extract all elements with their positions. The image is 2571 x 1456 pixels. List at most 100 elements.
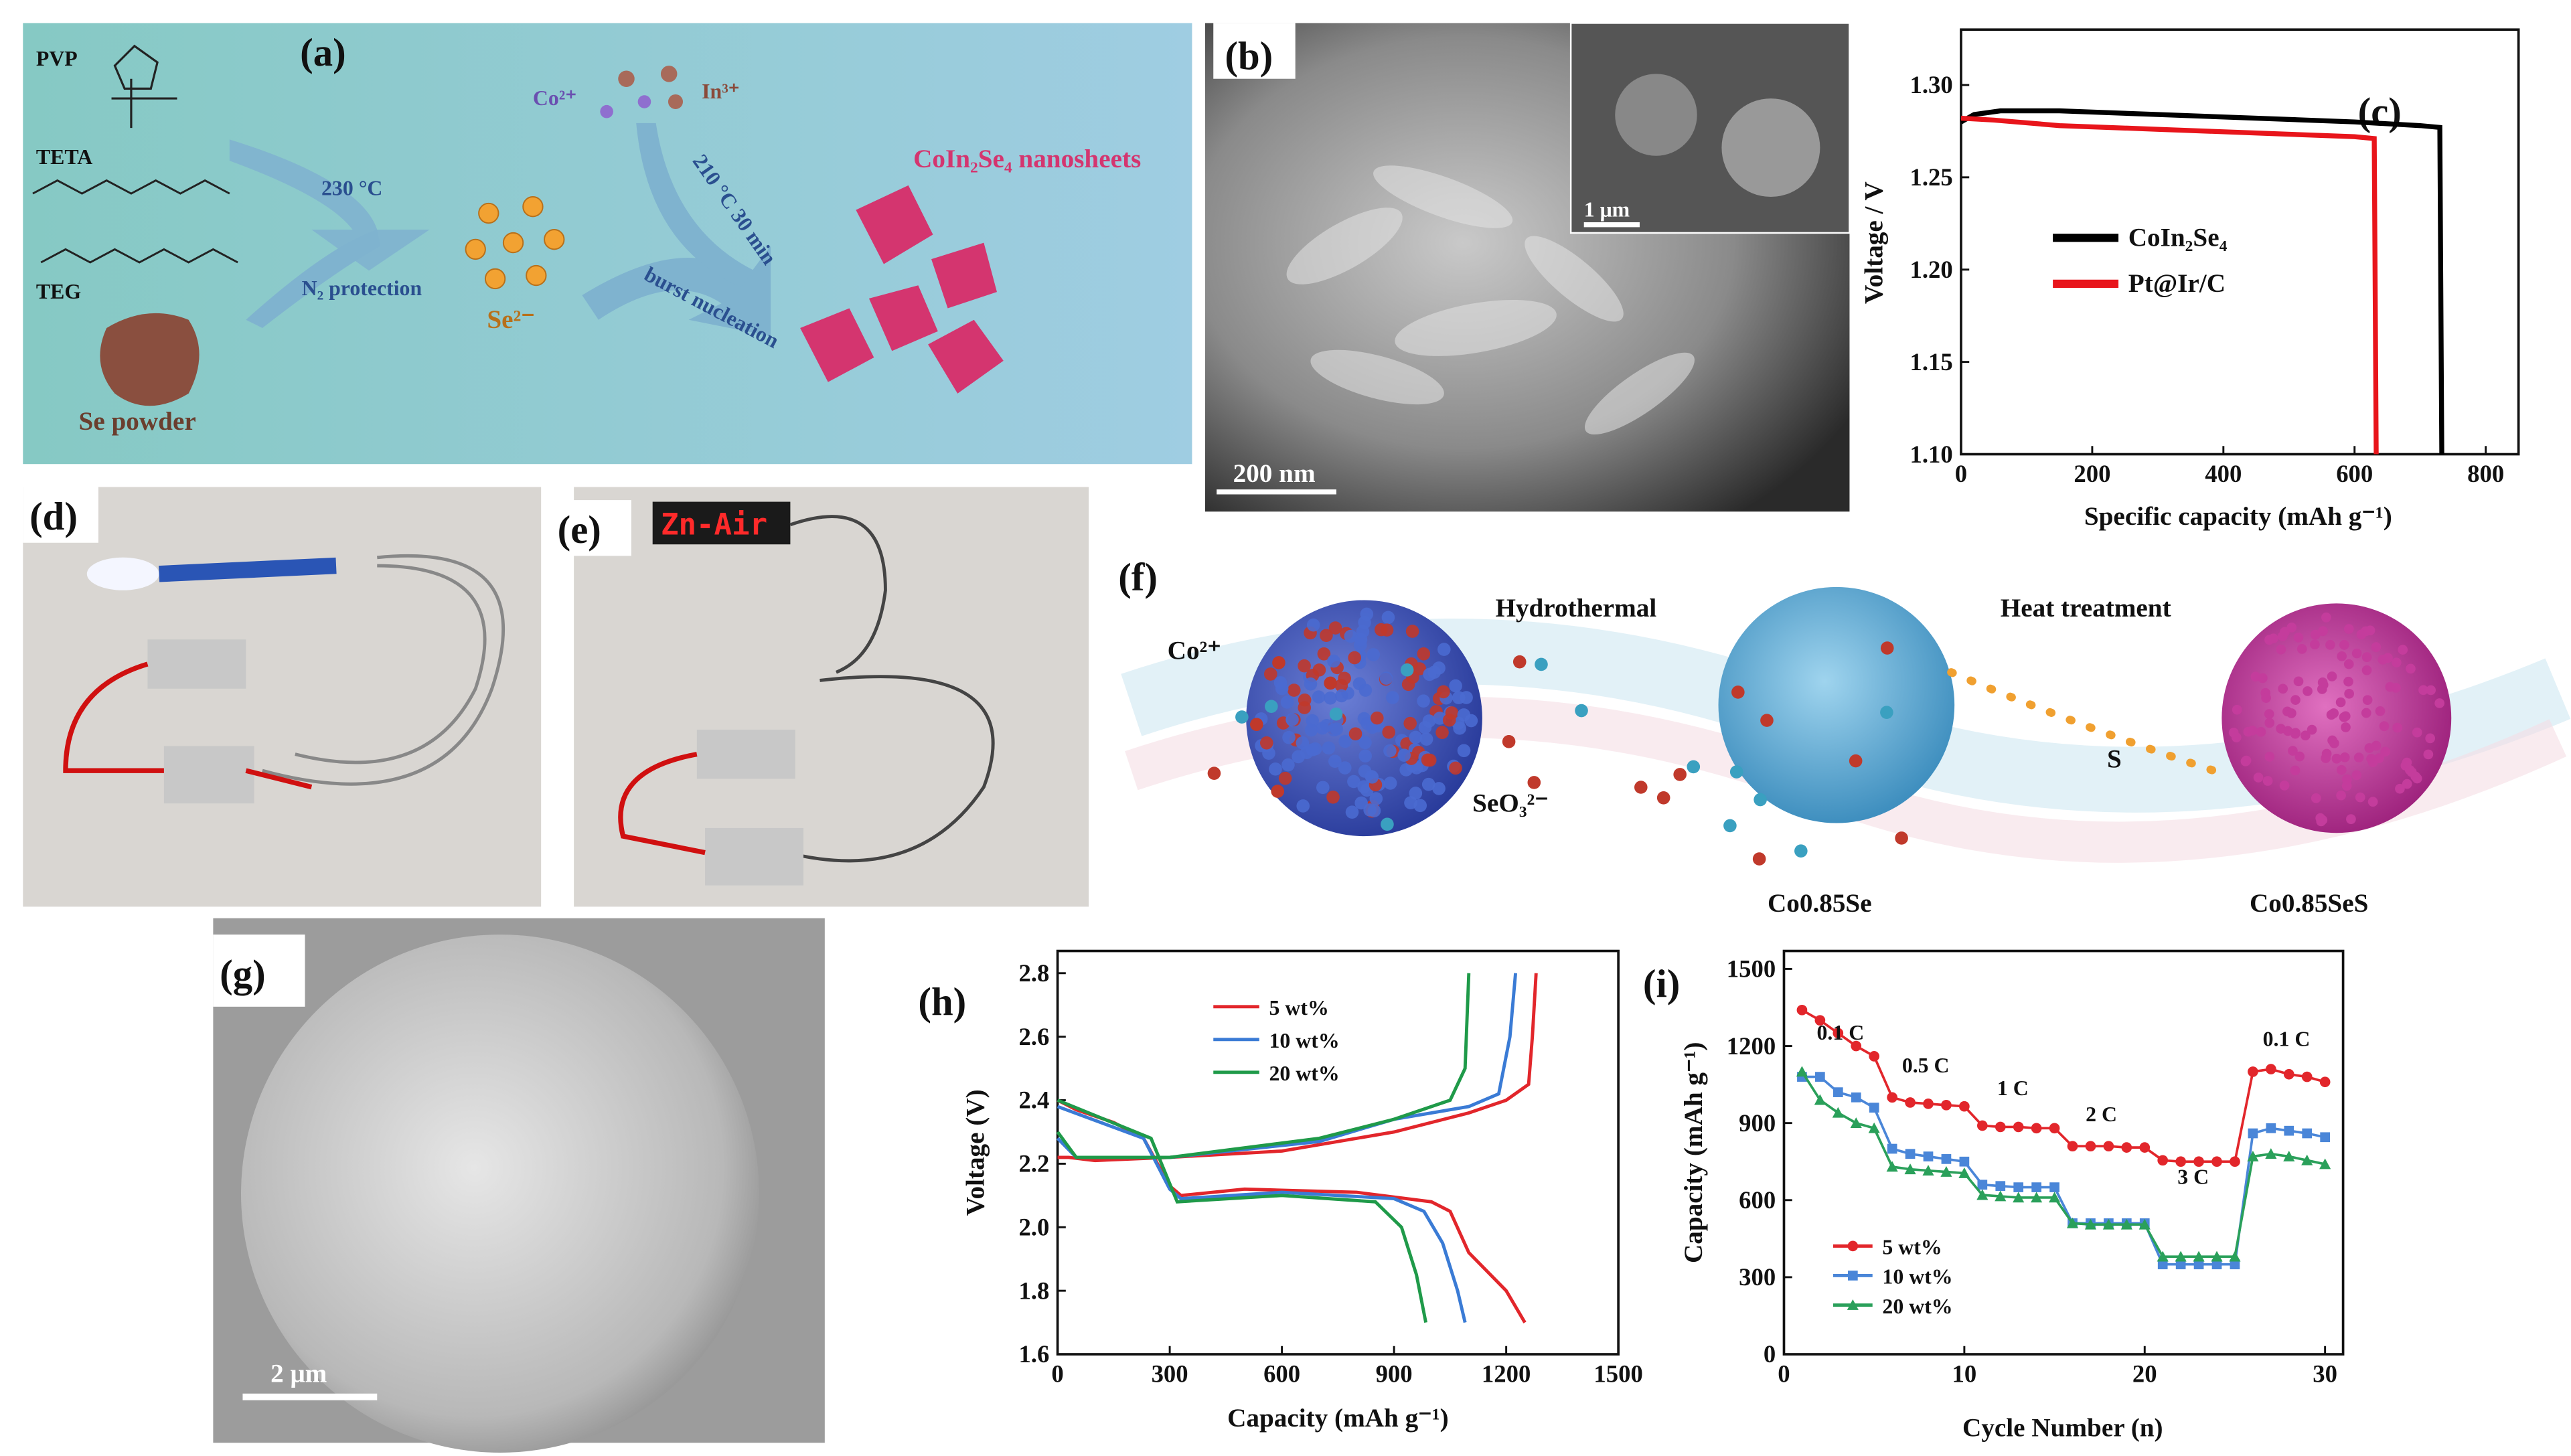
marker	[1850, 1117, 1862, 1129]
molecule	[1895, 831, 1908, 845]
ion-label: Co²⁺	[1168, 637, 1221, 665]
photo	[574, 487, 1089, 907]
marker	[2302, 1128, 2313, 1139]
marker	[2230, 1259, 2240, 1270]
marker	[1959, 1156, 1970, 1167]
atom	[1312, 690, 1326, 704]
series-line	[1801, 1009, 2326, 1163]
wire	[618, 752, 706, 856]
particle	[2395, 783, 2405, 794]
photo	[23, 487, 542, 907]
battery	[147, 639, 246, 689]
marker	[1995, 1121, 2006, 1133]
atom	[1324, 692, 1337, 705]
particle	[2402, 779, 2412, 789]
se-ions	[465, 196, 565, 290]
particle	[2426, 685, 2436, 696]
marker	[2283, 1068, 2294, 1080]
molecule	[1400, 663, 1414, 677]
atom	[1382, 726, 1396, 739]
particle	[2294, 751, 2305, 762]
marker	[2229, 1250, 2241, 1262]
marker	[2139, 1142, 2151, 1153]
panel-g: (g) 2 μm	[213, 918, 825, 1453]
atom	[1358, 749, 1373, 763]
battery	[696, 729, 795, 779]
atom	[1421, 777, 1435, 791]
particle	[2337, 651, 2347, 661]
particle	[2371, 642, 2382, 652]
molecule	[1535, 657, 1548, 671]
atom	[1437, 643, 1451, 656]
wire	[786, 515, 995, 863]
marker	[1923, 1151, 1934, 1161]
marker	[2211, 1259, 2222, 1270]
marker	[2049, 1182, 2059, 1192]
marker	[2193, 1250, 2205, 1262]
particle	[2351, 770, 2362, 781]
annotation: 0.1 C	[1816, 1021, 1864, 1044]
particle	[2406, 663, 2416, 674]
particle	[2279, 781, 2290, 791]
atom	[1347, 775, 1360, 789]
y-tick-label: 900	[1739, 1109, 1776, 1137]
atom	[1383, 744, 1397, 758]
led-sign	[652, 501, 791, 545]
atom	[1281, 758, 1295, 772]
marker	[1887, 1092, 1897, 1103]
legend-label: 20 wt%	[1882, 1295, 1952, 1318]
marker	[1796, 1066, 1808, 1077]
marker	[1904, 1163, 1916, 1175]
ion-label: Co²⁺	[533, 86, 576, 110]
particle	[2362, 695, 2373, 706]
atom	[1273, 676, 1288, 690]
x-tick-label: 1200	[1482, 1360, 1531, 1388]
y-tick-label: 600	[1739, 1186, 1776, 1214]
microsphere	[241, 935, 759, 1453]
legend-label: 10 wt%	[1269, 1029, 1340, 1052]
particle	[2423, 749, 2434, 760]
marker	[1922, 1165, 1934, 1176]
x-axis-label: Cycle Number (n)	[1962, 1413, 2163, 1442]
particle	[2391, 657, 2402, 668]
x-tick-label: 10	[1952, 1360, 1977, 1388]
x-tick-label: 20	[2132, 1360, 2157, 1388]
particle	[2341, 722, 2351, 732]
atom	[1357, 780, 1371, 794]
x-tick-label: 600	[1263, 1360, 1300, 1388]
particle	[2310, 629, 2321, 640]
atom	[1383, 777, 1397, 790]
atom	[1404, 796, 1417, 809]
y-tick-label: 2.0	[1018, 1214, 1049, 1241]
x-tick-label: 0	[1051, 1360, 1063, 1388]
legend-label: CoIn₂Se₄	[2128, 224, 2228, 252]
atom	[1286, 713, 1299, 726]
molecule	[1849, 754, 1863, 768]
marker	[2230, 1156, 2240, 1167]
y-axis-label: Capacity (mAh g⁻¹)	[1679, 1042, 1708, 1264]
marker	[2193, 1156, 2204, 1167]
atom	[1381, 611, 1395, 625]
marker	[1905, 1149, 1916, 1159]
atom	[1437, 685, 1450, 699]
molecule	[1752, 852, 1766, 866]
y-tick-label: 1.20	[1910, 256, 1952, 283]
particle	[2412, 727, 2422, 738]
particle	[2361, 708, 2371, 718]
particle	[2293, 633, 2304, 643]
particle	[2232, 704, 2242, 715]
marker	[1796, 1004, 1808, 1016]
co085se-flower	[1718, 586, 1955, 823]
marker	[1976, 1120, 1988, 1131]
x-tick-label: 900	[1376, 1360, 1413, 1388]
atom	[1320, 629, 1333, 643]
particle	[2336, 790, 2346, 801]
marker	[1887, 1143, 1897, 1154]
panel-label: (f)	[1118, 556, 1158, 599]
panel-label: (e)	[558, 508, 601, 552]
x-axis-label: Specific capacity (mAh g⁻¹)	[2084, 502, 2392, 531]
plot-frame	[1782, 949, 2345, 1356]
step-label: Heat treatment	[2001, 594, 2171, 623]
label-box	[1636, 918, 1705, 974]
se-powder	[100, 313, 200, 406]
